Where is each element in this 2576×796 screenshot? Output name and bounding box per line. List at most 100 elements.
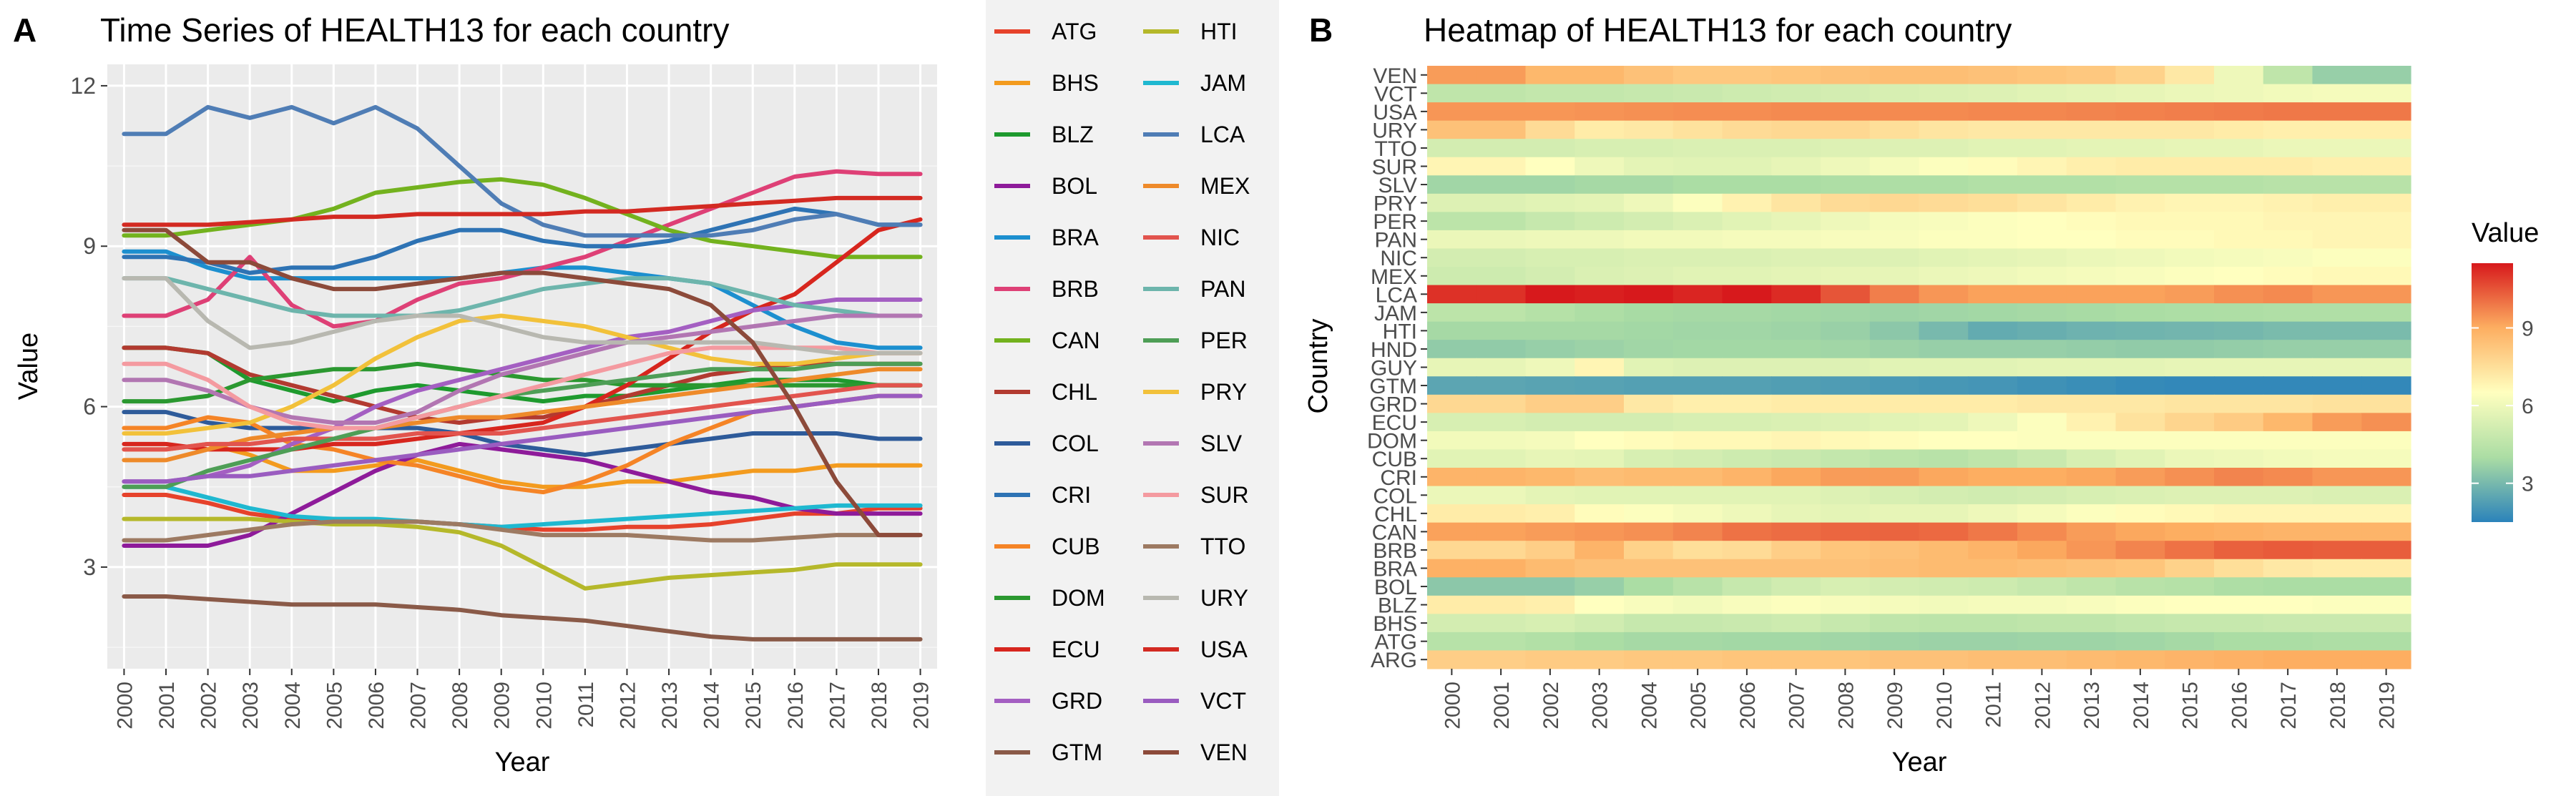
legend-label-tto: TTO [1200,534,1245,559]
heatmap-cell-tto [2066,139,2117,158]
heatmap-cell-hti [2214,321,2264,340]
heatmap-cell-can [1919,522,1969,541]
row-label-slv: SLV [1378,174,1417,197]
heatmap-cell-bhs [1722,614,1772,633]
heatmap-cell-gtm [1968,376,2018,395]
heatmap-cell-bhs [1427,614,1477,633]
heatmap-cell-per [1525,212,1575,231]
heatmap-cell-hti [1722,321,1772,340]
series-line-hti [122,516,923,591]
row-label-gtm: GTM [1369,375,1417,398]
heatmap-cell-jam [1919,303,1969,323]
heatmap-cell-pan [1575,230,1625,250]
heatmap-cell-per [1673,212,1723,231]
heatmap-cell-vct [1722,84,1772,103]
heatmap-cell-nic [1919,248,1969,267]
heatmap-cell-hti [1919,321,1969,340]
heatmap-cell-slv [1869,175,1920,195]
heatmap-cell-per [2361,212,2411,231]
heatmap-cell-chl [2361,504,2411,524]
heatmap-cell-mex [1673,267,1723,286]
plot-a-grid [107,64,937,669]
heatmap-cell-guy [2263,358,2313,377]
heatmap-cell-dom [1821,431,1871,451]
x-tick-label: 2011 [574,682,598,728]
heatmap-cell-hnd [1968,340,2018,359]
heatmap-cell-col [1624,486,1674,505]
heatmap-cell-nic [1869,248,1920,267]
row-label-atg: ATG [1375,631,1417,654]
heatmap-cell-vct [1575,84,1625,103]
heatmap-cell-grd [1673,394,1723,413]
row-label-hnd: HND [1371,338,1417,362]
heatmap-cell-bhs [2066,614,2117,633]
heatmap-cell-bol [1869,577,1920,596]
heatmap-cell-atg [1771,632,1821,652]
heatmap-cell-nic [2312,248,2362,267]
heatmap-cell-sur [1525,157,1575,176]
heatmap-cell-arg [2263,650,2313,669]
heatmap-cell-mex [2214,267,2264,286]
heatmap-cell-ven [1624,66,1674,85]
heatmap-cell-col [2017,486,2067,505]
heatmap-cell-col [2263,486,2313,505]
heatmap-cell-bol [1624,577,1674,596]
heatmap-cell-brb [1427,541,1477,560]
heatmap-cell-slv [1722,175,1772,195]
series-line-gtm [122,594,923,642]
x-tick-label: 2007 [407,682,431,729]
heatmap-cell-atg [1673,632,1723,652]
heatmap-cell-guy [1624,358,1674,377]
col-label: 2018 [2326,682,2350,729]
heatmap-cell-brb [1771,541,1821,560]
heatmap-cell-cri [1919,468,1969,487]
col-label: 2006 [1736,682,1760,729]
heatmap-cell-vct [2312,84,2362,103]
row-label-nic: NIC [1380,247,1417,270]
heatmap-cell-blz [2263,595,2313,614]
legend-label-grd: GRD [1052,688,1102,714]
heatmap-cell-hnd [2263,340,2313,359]
heatmap-cell-hti [1771,321,1821,340]
heatmap-cell-nic [1821,248,1871,267]
heatmap-cell-sur [2066,157,2117,176]
heatmap-cell-per [1624,212,1674,231]
heatmap-cell-chl [1673,504,1723,524]
heatmap-cell-col [1476,486,1527,505]
heatmap-cell-cri [1673,468,1723,487]
heatmap-cell-vct [2115,84,2165,103]
heatmap-cell-gtm [2115,376,2165,395]
heatmap-cell-col [2115,486,2165,505]
heatmap-cell-pry [1427,193,1477,212]
heatmap-cell-pry [1575,193,1625,212]
heatmap-cell-hti [2017,321,2067,340]
heatmap-cell-per [2214,212,2264,231]
heatmap-cell-hti [2165,321,2215,340]
heatmap-cell-dom [1673,431,1723,451]
heatmap-cell-bra [2017,559,2067,578]
heatmap-cell-blz [1821,595,1871,614]
legend-label-nic: NIC [1200,225,1240,250]
heatmap-cell-hnd [1476,340,1527,359]
x-tick-label: 2018 [868,682,891,729]
heatmap-cell-usa [1771,102,1821,122]
heatmap-cell-usa [1476,102,1527,122]
heatmap-cell-guy [1771,358,1821,377]
heatmap-cell-bra [2312,559,2362,578]
heatmap-cell-gtm [2361,376,2411,395]
heatmap-cell-slv [2263,175,2313,195]
heatmap-cell-tto [1722,139,1772,158]
heatmap-cell-tto [1869,139,1920,158]
heatmap-cell-nic [1624,248,1674,267]
heatmap-cell-brb [2214,541,2264,560]
heatmap-cell-cub [2066,449,2117,468]
heatmap-cell-ecu [2214,413,2264,432]
heatmap-cell-blz [2066,595,2117,614]
heatmap-cell-nic [2066,248,2117,267]
col-label: 2004 [1637,682,1661,729]
heatmap-cell-arg [1575,650,1625,669]
col-label: 2002 [1539,682,1563,729]
heatmap-cell-ecu [1476,413,1527,432]
heatmap-cell-bhs [1673,614,1723,633]
col-label: 2015 [2179,682,2203,729]
